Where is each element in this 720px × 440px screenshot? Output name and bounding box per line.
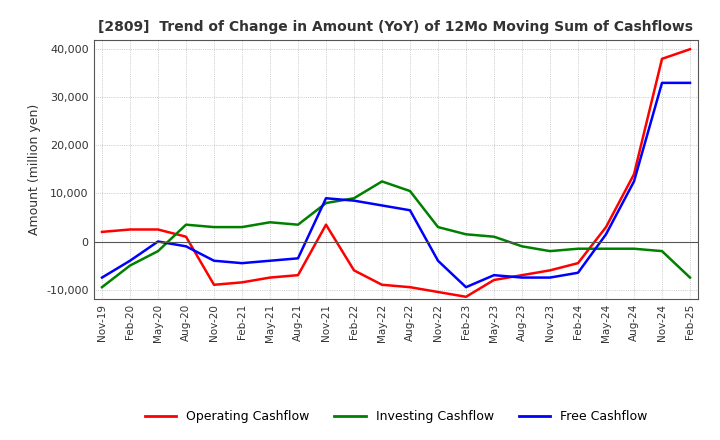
Investing Cashflow [657,249,666,254]
Operating Cashflow [490,277,498,282]
Investing Cashflow [433,224,442,230]
Free Cashflow [350,198,359,203]
Operating Cashflow [574,260,582,266]
Investing Cashflow [210,224,218,230]
Free Cashflow [630,179,639,184]
Operating Cashflow [546,268,554,273]
Y-axis label: Amount (million yen): Amount (million yen) [27,104,41,235]
Operating Cashflow [181,234,190,239]
Investing Cashflow [490,234,498,239]
Operating Cashflow [294,272,302,278]
Free Cashflow [405,208,414,213]
Operating Cashflow [685,47,694,52]
Free Cashflow [210,258,218,264]
Operating Cashflow [433,290,442,295]
Operating Cashflow [630,172,639,177]
Free Cashflow [126,258,135,264]
Operating Cashflow [462,294,470,300]
Investing Cashflow [602,246,611,251]
Investing Cashflow [294,222,302,227]
Operating Cashflow [98,229,107,235]
Investing Cashflow [462,231,470,237]
Free Cashflow [685,80,694,85]
Investing Cashflow [126,263,135,268]
Operating Cashflow [405,285,414,290]
Investing Cashflow [630,246,639,251]
Investing Cashflow [378,179,387,184]
Free Cashflow [181,244,190,249]
Free Cashflow [98,275,107,280]
Operating Cashflow [153,227,162,232]
Investing Cashflow [574,246,582,251]
Free Cashflow [238,260,246,266]
Operating Cashflow [238,280,246,285]
Investing Cashflow [238,224,246,230]
Operating Cashflow [210,282,218,287]
Free Cashflow [657,80,666,85]
Operating Cashflow [266,275,274,280]
Free Cashflow [602,231,611,237]
Operating Cashflow [602,224,611,230]
Line: Operating Cashflow: Operating Cashflow [102,49,690,297]
Operating Cashflow [518,272,526,278]
Investing Cashflow [181,222,190,227]
Investing Cashflow [98,285,107,290]
Line: Free Cashflow: Free Cashflow [102,83,690,287]
Investing Cashflow [266,220,274,225]
Legend: Operating Cashflow, Investing Cashflow, Free Cashflow: Operating Cashflow, Investing Cashflow, … [140,405,652,428]
Free Cashflow [574,270,582,275]
Operating Cashflow [378,282,387,287]
Free Cashflow [518,275,526,280]
Investing Cashflow [405,188,414,194]
Investing Cashflow [546,249,554,254]
Free Cashflow [490,272,498,278]
Free Cashflow [433,258,442,264]
Investing Cashflow [350,196,359,201]
Investing Cashflow [322,200,330,205]
Free Cashflow [462,285,470,290]
Line: Investing Cashflow: Investing Cashflow [102,181,690,287]
Operating Cashflow [322,222,330,227]
Title: [2809]  Trend of Change in Amount (YoY) of 12Mo Moving Sum of Cashflows: [2809] Trend of Change in Amount (YoY) o… [99,20,693,34]
Free Cashflow [546,275,554,280]
Free Cashflow [378,203,387,208]
Investing Cashflow [153,249,162,254]
Free Cashflow [266,258,274,264]
Operating Cashflow [126,227,135,232]
Free Cashflow [294,256,302,261]
Investing Cashflow [518,244,526,249]
Operating Cashflow [657,56,666,62]
Operating Cashflow [350,268,359,273]
Investing Cashflow [685,275,694,280]
Free Cashflow [322,196,330,201]
Free Cashflow [153,239,162,244]
